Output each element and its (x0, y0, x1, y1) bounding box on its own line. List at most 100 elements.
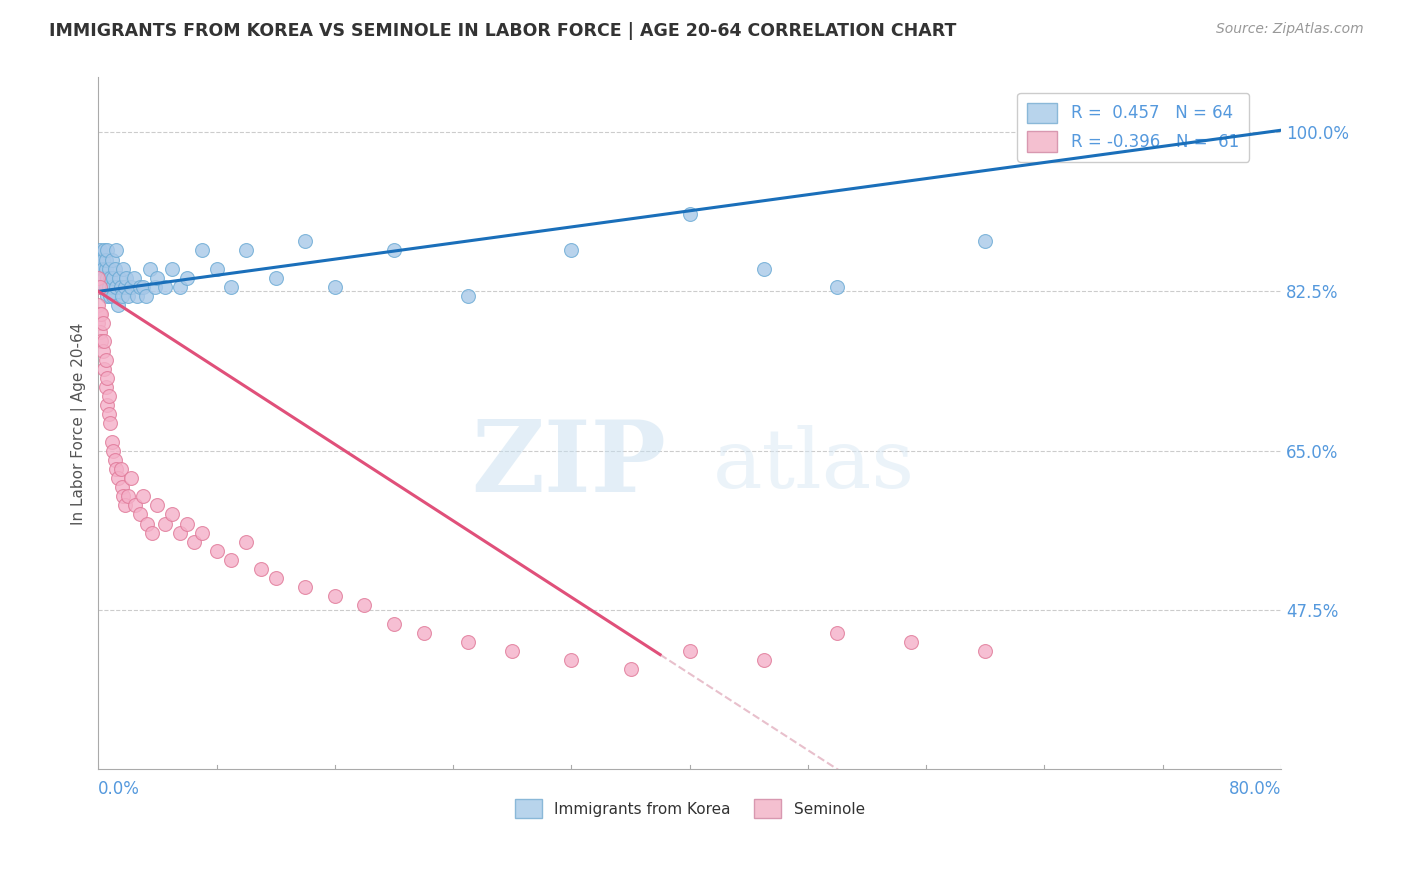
Text: 80.0%: 80.0% (1229, 780, 1281, 798)
Point (162, 508, 184, 522)
Point (100, 434, 122, 449)
Point (90, 270, 112, 285)
Point (827, 280, 849, 294)
Point (107, 298, 129, 312)
Point (120, 471, 142, 485)
Point (264, 571, 287, 585)
Point (235, 534, 257, 549)
Point (96, 289, 118, 303)
Point (89, 280, 111, 294)
Point (169, 280, 191, 294)
Point (93, 361, 115, 376)
Point (146, 498, 169, 512)
Point (97, 261, 120, 276)
Point (141, 525, 163, 540)
Point (87, 270, 110, 285)
Point (105, 280, 128, 294)
Point (105, 244, 128, 258)
Point (221, 280, 243, 294)
Point (108, 270, 131, 285)
Point (136, 516, 159, 531)
Point (139, 261, 162, 276)
Point (91, 343, 114, 358)
Point (91, 316, 114, 330)
Point (97, 407, 120, 421)
Point (90, 307, 112, 321)
Text: IMMIGRANTS FROM KOREA VS SEMINOLE IN LABOR FORCE | AGE 20-64 CORRELATION CHART: IMMIGRANTS FROM KOREA VS SEMINOLE IN LAB… (49, 22, 956, 40)
Point (122, 270, 145, 285)
Point (176, 516, 198, 531)
Point (1152, 125, 1174, 139)
Point (98, 417, 121, 431)
Point (96, 371, 118, 385)
Point (176, 270, 198, 285)
Point (93, 270, 115, 285)
Point (87, 252, 110, 267)
Point (205, 544, 228, 558)
Point (94, 352, 117, 367)
Point (98, 289, 121, 303)
Point (112, 489, 135, 503)
Point (128, 280, 150, 294)
Point (87, 316, 110, 330)
Point (135, 289, 157, 303)
Point (93, 334, 115, 349)
Point (382, 244, 405, 258)
Point (100, 252, 122, 267)
Point (96, 270, 118, 285)
Point (97, 280, 120, 294)
Point (679, 644, 702, 658)
Point (382, 616, 405, 631)
Text: Source: ZipAtlas.com: Source: ZipAtlas.com (1216, 22, 1364, 37)
Y-axis label: In Labor Force | Age 20-64: In Labor Force | Age 20-64 (72, 322, 87, 524)
Point (128, 508, 150, 522)
Point (560, 653, 582, 667)
Point (111, 480, 134, 494)
Text: 0.0%: 0.0% (98, 780, 141, 798)
Point (117, 289, 139, 303)
Point (125, 289, 148, 303)
Point (87, 270, 110, 285)
Point (323, 590, 346, 604)
Point (457, 635, 479, 649)
Point (294, 580, 316, 594)
Point (94, 380, 117, 394)
Legend: Immigrants from Korea, Seminole: Immigrants from Korea, Seminole (509, 793, 870, 824)
Point (900, 635, 922, 649)
Point (752, 653, 775, 667)
Point (96, 398, 118, 412)
Point (105, 462, 128, 476)
Point (124, 498, 146, 512)
Point (87, 298, 110, 312)
Point (94, 261, 117, 276)
Point (114, 498, 136, 512)
Point (974, 235, 997, 249)
Point (162, 261, 184, 276)
Text: atlas: atlas (713, 425, 915, 505)
Point (115, 270, 138, 285)
Point (101, 270, 124, 285)
Point (89, 261, 111, 276)
Point (146, 270, 169, 285)
Point (353, 599, 375, 613)
Text: ZIP: ZIP (471, 417, 666, 514)
Point (679, 207, 702, 221)
Point (264, 270, 287, 285)
Point (560, 244, 582, 258)
Point (752, 261, 775, 276)
Point (101, 443, 124, 458)
Point (169, 525, 191, 540)
Point (501, 644, 523, 658)
Point (114, 280, 136, 294)
Point (143, 280, 166, 294)
Point (153, 516, 176, 531)
Point (89, 307, 111, 321)
Point (96, 244, 118, 258)
Point (250, 562, 273, 576)
Point (111, 289, 134, 303)
Point (110, 462, 132, 476)
Point (457, 289, 479, 303)
Point (94, 252, 117, 267)
Point (104, 452, 127, 467)
Point (191, 525, 214, 540)
